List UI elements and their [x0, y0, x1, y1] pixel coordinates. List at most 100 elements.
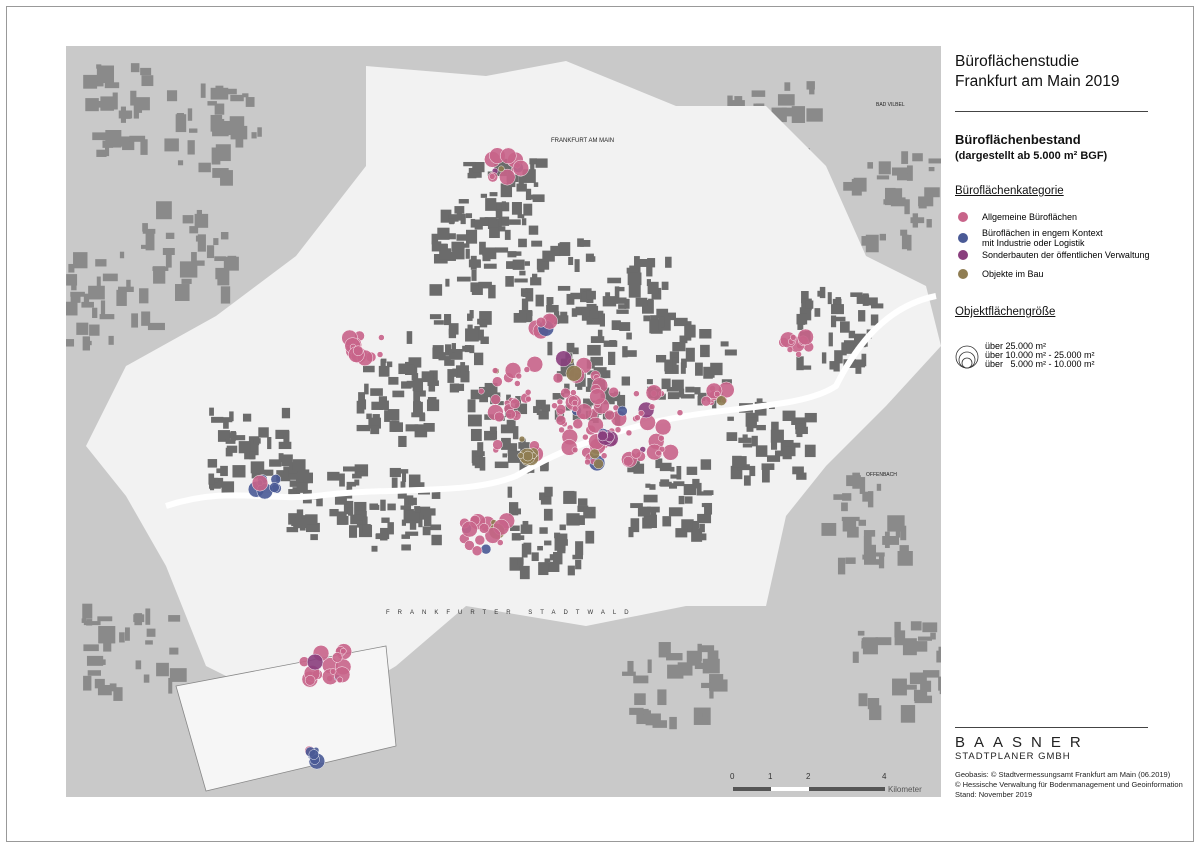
map-block: [105, 129, 122, 148]
office-marker: [552, 372, 564, 384]
map-block: [761, 463, 775, 470]
map-block: [659, 462, 672, 472]
map-block: [405, 424, 419, 432]
office-marker: [484, 527, 502, 544]
map-block: [519, 270, 526, 276]
office-marker: [308, 749, 320, 760]
map-block: [749, 465, 756, 477]
map-block: [616, 309, 629, 314]
map-block: [389, 467, 401, 478]
map-block: [96, 276, 101, 287]
map-block: [670, 474, 678, 479]
map-block: [864, 297, 878, 306]
map-block: [210, 87, 229, 100]
map-block: [667, 392, 680, 400]
office-marker: [630, 448, 642, 459]
map-block: [362, 516, 368, 526]
map-block: [417, 401, 423, 415]
map-block: [649, 484, 656, 490]
map-block: [544, 486, 553, 497]
map-block: [507, 486, 513, 498]
map-block: [85, 98, 99, 112]
map-block: [97, 684, 112, 696]
office-marker: [304, 675, 316, 686]
map-block: [292, 459, 306, 471]
map-block: [356, 471, 366, 476]
map-block: [495, 209, 503, 219]
map-block: [685, 386, 695, 393]
map-block: [310, 534, 318, 541]
office-marker: [331, 652, 343, 663]
map-block: [782, 410, 796, 422]
footer-credits: Geobasis: © Stadtvermessungsamt Frankfur…: [955, 770, 1183, 799]
map-block: [858, 693, 868, 707]
map-block: [618, 286, 625, 292]
office-space-map[interactable]: FRANKFURT AM MAIN FRANKFURTER STADTWALD …: [66, 46, 941, 797]
map-block: [464, 345, 472, 353]
map-block: [755, 445, 768, 457]
map-block: [226, 445, 238, 453]
office-marker: [571, 405, 579, 413]
office-marker: [478, 523, 490, 534]
map-block: [699, 523, 705, 533]
office-marker: [789, 334, 797, 341]
map-block: [462, 345, 468, 352]
map-block: [251, 471, 266, 479]
map-block: [585, 253, 594, 262]
map-block: [645, 713, 661, 726]
map-block: [98, 626, 116, 644]
map-block: [474, 219, 483, 230]
map-block: [83, 644, 99, 652]
map-block: [207, 101, 217, 106]
office-marker: [608, 386, 619, 398]
map-block: [661, 281, 669, 290]
map-block: [847, 526, 859, 538]
map-block: [289, 472, 301, 480]
office-marker: [565, 365, 583, 382]
map-block: [671, 379, 684, 391]
map-block: [862, 554, 876, 560]
map-block: [458, 199, 469, 204]
map-block: [296, 509, 304, 520]
office-marker: [662, 444, 679, 461]
map-block: [633, 675, 649, 684]
office-marker: [474, 534, 486, 546]
scale-unit: Kilometer: [888, 785, 922, 794]
map-block: [207, 459, 218, 468]
map-block: [656, 308, 669, 319]
office-marker: [306, 653, 324, 671]
map-block: [87, 340, 92, 346]
office-marker: [471, 545, 483, 556]
legend-subtitle-note: (dargestellt ab 5.000 m² BGF): [955, 150, 1108, 162]
office-marker: [352, 345, 364, 357]
map-block: [126, 279, 131, 291]
map-block: [533, 406, 540, 413]
map-block: [288, 489, 293, 497]
office-marker: [648, 403, 656, 410]
map-block: [431, 233, 439, 245]
map-block: [567, 565, 575, 576]
map-block: [83, 293, 90, 305]
map-block: [372, 414, 380, 419]
map-block: [602, 296, 617, 307]
map-block: [751, 417, 757, 429]
map-block: [448, 349, 463, 360]
map-block: [479, 241, 486, 255]
map-block: [378, 396, 388, 410]
map-block: [449, 383, 460, 393]
map-block: [660, 316, 665, 328]
map-block: [429, 508, 436, 516]
legend-item-construction: Objekte im Bau: [958, 269, 1044, 279]
map-block: [746, 423, 754, 432]
map-block: [624, 298, 630, 309]
map-block: [828, 332, 833, 347]
map-block: [809, 81, 815, 95]
map-block: [381, 517, 390, 523]
map-block: [177, 160, 184, 166]
map-block: [627, 272, 642, 286]
map-block: [465, 213, 473, 219]
nested-circles-icon: [955, 345, 979, 369]
map-block: [94, 678, 105, 689]
legend-item-industry: Büroflächen in engem Kontext mit Industri…: [958, 228, 1103, 248]
